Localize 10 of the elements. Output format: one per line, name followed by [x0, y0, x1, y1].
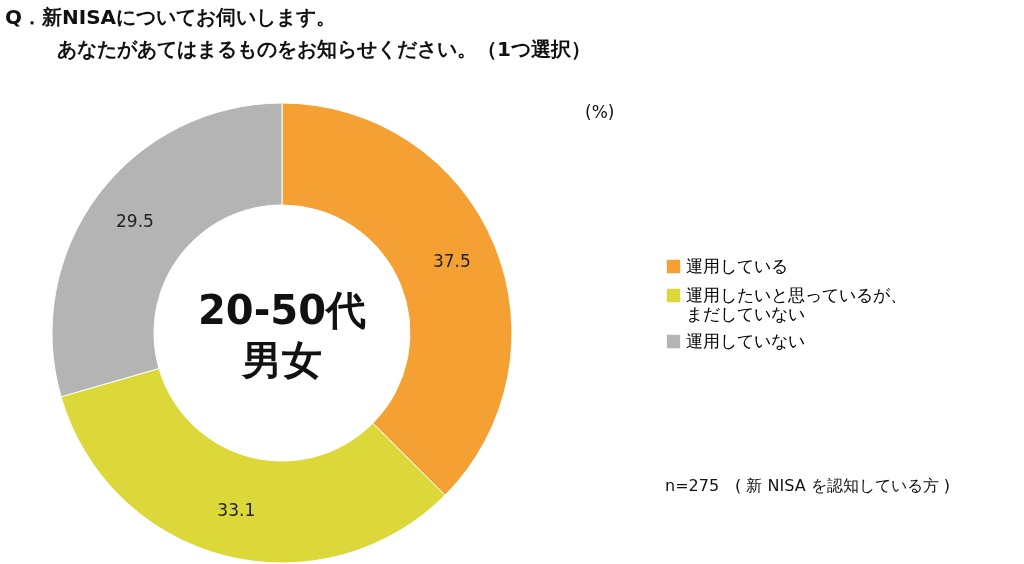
- text: (%): [585, 102, 615, 122]
- data-label: 29.5: [116, 211, 154, 232]
- legend-label: 運用したいと思っているが、まだしていない: [686, 284, 907, 324]
- legend-label: 運用している: [686, 255, 788, 276]
- text: 20-50代男女: [198, 287, 366, 383]
- legend-label: 運用していない: [686, 330, 805, 351]
- data-label: 33.1: [217, 500, 256, 521]
- data-label: 37.5: [432, 251, 471, 272]
- text: n=275 ( 新 NISA を認知している方 ): [665, 476, 950, 495]
- chart-title: Q．新NISAについてお伺いします。あなたがあてはまるものをお知らせください。（1つ選択）: [5, 5, 591, 61]
